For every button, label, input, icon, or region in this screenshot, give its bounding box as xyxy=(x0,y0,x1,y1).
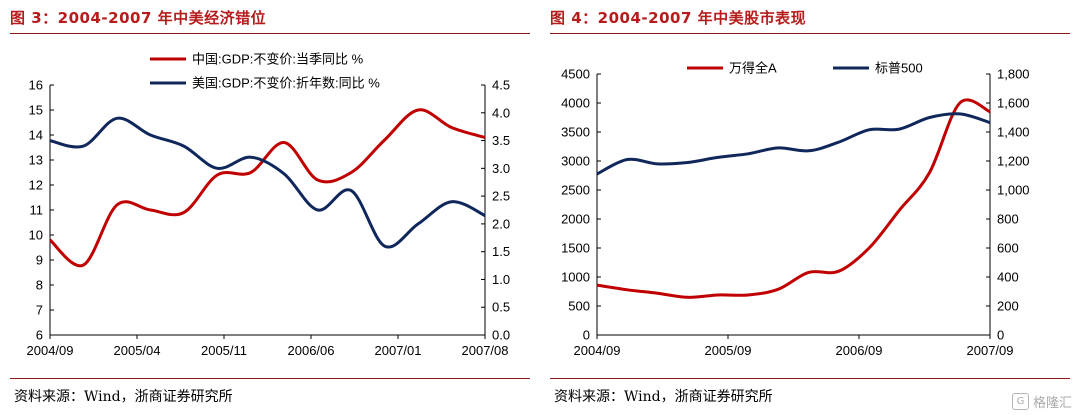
series-line-2 xyxy=(596,112,991,176)
y-tick-label-right: 1,800 xyxy=(997,67,1030,82)
y-tick-label-left: 2000 xyxy=(561,212,590,227)
y-tick-label-left: 3500 xyxy=(561,125,590,140)
y-tick-label-right: 1,600 xyxy=(997,96,1030,111)
source-rule xyxy=(550,378,1070,379)
y-tick-label-right: 3.0 xyxy=(492,161,510,176)
y-tick-label-right: 1,200 xyxy=(997,154,1030,169)
y-tick-label-right: 4.5 xyxy=(492,78,510,93)
x-tick-label: 2007/01 xyxy=(375,343,422,358)
y-tick-label-left: 6 xyxy=(36,328,43,343)
x-tick-label: 2005/04 xyxy=(114,343,161,358)
y-tick-label-left: 13 xyxy=(29,153,43,168)
y-tick-label-left: 11 xyxy=(30,203,44,218)
source-note: 资料来源：Wind，浙商证券研究所 xyxy=(14,389,233,405)
series-line-1 xyxy=(596,98,991,299)
x-tick-label: 2006/09 xyxy=(836,343,883,358)
y-tick-label-left: 500 xyxy=(568,299,590,314)
y-tick-label-left: 0 xyxy=(583,328,590,343)
legend-label: 万得全A xyxy=(729,61,777,76)
y-tick-label-right: 0.5 xyxy=(492,300,510,315)
watermark-logo-icon: G xyxy=(1011,393,1029,410)
y-tick-label-right: 1,400 xyxy=(997,125,1030,140)
x-tick-label: 2005/11 xyxy=(201,343,247,358)
y-tick-label-left: 8 xyxy=(36,278,43,293)
x-tick-label: 2005/09 xyxy=(705,343,752,358)
x-tick-label: 2004/09 xyxy=(27,343,74,358)
y-tick-label-left: 1500 xyxy=(561,241,590,256)
chart-panel-2: 图 4：2004-2007 年中美股市表现 0 500 1000 1500 2000 25… xyxy=(540,0,1080,415)
chart-plot: 6 7 8 9 10 11 12 13 14 15 16 0.0 0.5 1.0 1.5 2.0 2.5 3.0 3… xyxy=(27,52,511,359)
legend-label: 中国:GDP:不变价:当季同比 % xyxy=(192,52,364,67)
y-tick-label-left: 2500 xyxy=(561,183,590,198)
watermark-text: 格隆汇 xyxy=(1032,396,1072,411)
legend-label: 美国:GDP:不变价:折年数:同比 % xyxy=(192,76,380,91)
y-tick-label-left: 12 xyxy=(29,178,43,193)
y-tick-label-right: 1.0 xyxy=(492,272,510,287)
y-tick-label-left: 16 xyxy=(29,78,43,93)
y-tick-label-right: 800 xyxy=(997,212,1019,227)
y-tick-label-left: 1000 xyxy=(561,270,590,285)
chart-plot: 0500100015002000250030003500400045000200… xyxy=(561,61,1030,359)
y-tick-label-right: 200 xyxy=(997,299,1019,314)
y-tick-label-right: 0.0 xyxy=(492,328,510,343)
series-line-2 xyxy=(49,116,486,249)
y-tick-label-right: 2.5 xyxy=(492,189,510,204)
y-tick-label-right: 0 xyxy=(997,328,1004,343)
y-tick-label-right: 600 xyxy=(997,241,1019,256)
y-tick-label-right: 4.0 xyxy=(492,105,510,120)
y-tick-label-left: 7 xyxy=(36,303,43,318)
source-note: 资料来源：Wind，浙商证券研究所 xyxy=(554,389,773,405)
y-tick-label-right: 3.5 xyxy=(492,133,510,148)
x-tick-label: 2007/09 xyxy=(967,343,1014,358)
y-tick-label-right: 1,000 xyxy=(997,183,1030,198)
y-tick-label-left: 4000 xyxy=(561,96,590,111)
y-tick-label-left: 10 xyxy=(29,228,43,243)
x-tick-label: 2006/06 xyxy=(288,343,335,358)
source-rule xyxy=(10,378,530,379)
chart-panel-1: 图 3：2004-2007 年中美经济错位 6 7 8 9 10 11 12 13 14 15 16… xyxy=(10,9,530,405)
y-tick-label-right: 1.5 xyxy=(492,244,510,259)
y-tick-label-left: 9 xyxy=(36,253,43,268)
y-tick-label-left: 3000 xyxy=(561,154,590,169)
title-rule xyxy=(10,33,530,34)
chart-title: 图 3：2004-2007 年中美经济错位 xyxy=(10,9,267,27)
y-tick-label-left: 15 xyxy=(29,103,43,118)
y-tick-label-left: 14 xyxy=(29,128,43,143)
y-tick-label-right: 400 xyxy=(997,270,1019,285)
x-tick-label: 2004/09 xyxy=(574,343,621,358)
legend-label: 标普500 xyxy=(875,61,923,76)
title-rule xyxy=(550,33,1070,34)
y-tick-label-left: 4500 xyxy=(561,67,590,82)
x-tick-label: 2007/08 xyxy=(462,343,509,358)
chart-title: 图 4：2004-2007 年中美股市表现 xyxy=(550,9,807,27)
watermark: G 格隆汇 xyxy=(1011,392,1072,411)
y-tick-label-right: 2.0 xyxy=(492,216,510,231)
series-line-1 xyxy=(48,108,486,268)
